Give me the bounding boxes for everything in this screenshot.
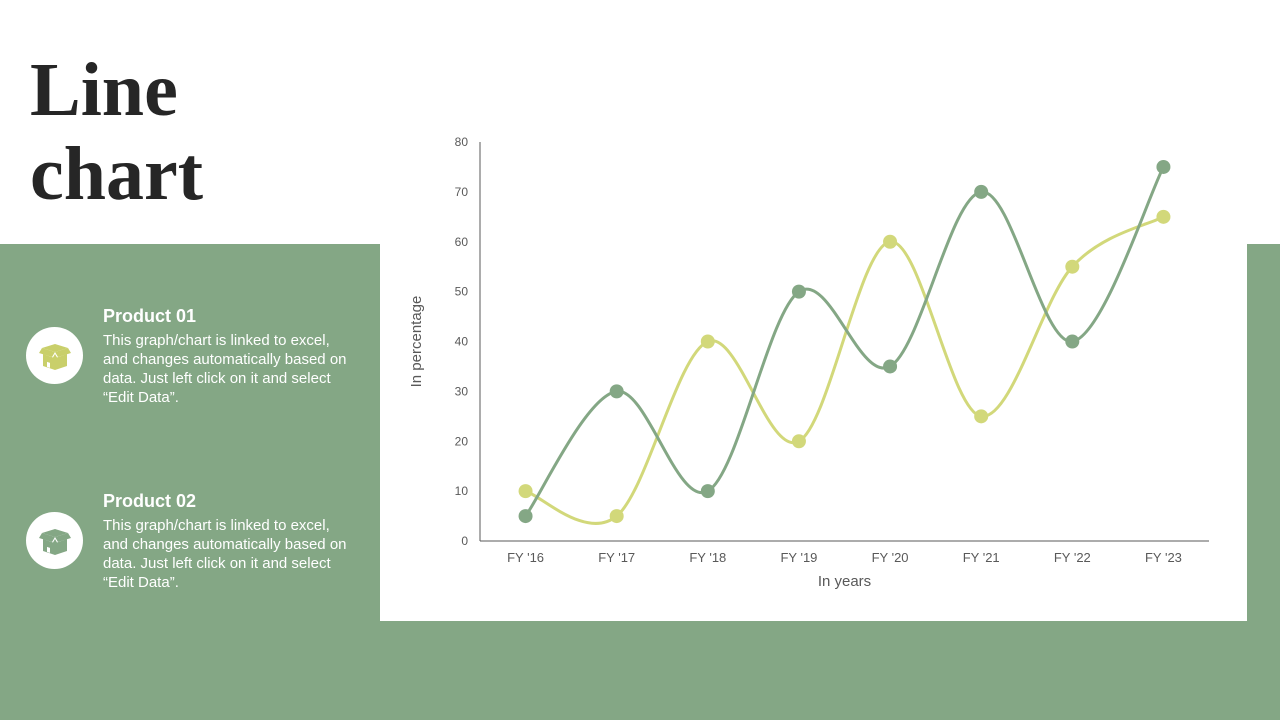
x-tick-label: FY '19 xyxy=(780,550,817,565)
line-chart[interactable]: 0 10 20 30 40 50 60 70 80 FY '16 FY '17 FY '18 FY '1… xyxy=(380,89,1247,621)
series-1-point xyxy=(518,509,533,524)
series-1-point xyxy=(974,184,989,199)
title-line-1: Line xyxy=(30,48,178,132)
series-2-point xyxy=(974,409,989,424)
y-tick-label: 60 xyxy=(455,235,469,249)
x-tick-label: FY '18 xyxy=(689,550,726,565)
y-tick-label: 50 xyxy=(455,285,469,299)
x-tick-label: FY '21 xyxy=(963,550,1000,565)
series-1-point xyxy=(1156,159,1171,174)
x-tick-label: FY '16 xyxy=(507,550,544,565)
y-tick-label: 0 xyxy=(461,534,468,548)
y-axis-title: In percentage xyxy=(408,296,425,388)
y-tick-label: 30 xyxy=(455,384,469,398)
page-title: Line chart xyxy=(30,48,203,216)
series-1-point xyxy=(883,359,898,374)
series-1-point xyxy=(609,384,624,399)
x-tick-label: FY '22 xyxy=(1054,550,1091,565)
series-2-point xyxy=(1065,259,1080,274)
x-tick-label: FY '17 xyxy=(598,550,635,565)
y-tick-label: 80 xyxy=(455,135,469,149)
y-tick-label: 20 xyxy=(455,434,469,448)
series-1-point xyxy=(700,484,715,499)
product-1-icon-badge xyxy=(26,327,83,384)
series-2-point xyxy=(791,434,806,449)
product-2-icon-badge xyxy=(26,512,83,569)
series-2-point xyxy=(609,509,624,524)
y-tick-label: 40 xyxy=(455,335,469,349)
x-axis-title: In years xyxy=(818,573,871,590)
series-2-point xyxy=(518,484,533,499)
x-tick-label: FY '20 xyxy=(872,550,909,565)
open-box-icon xyxy=(38,528,71,555)
product-1-description: This graph/chart is linked to excel, and… xyxy=(103,332,347,406)
series-2-point xyxy=(700,334,715,349)
series-1-line xyxy=(524,166,1165,517)
series-2-line xyxy=(525,215,1165,525)
series-2-point xyxy=(883,234,898,249)
series-2-point xyxy=(1156,209,1171,224)
product-2-heading: Product 02 xyxy=(103,491,197,511)
title-line-2: chart xyxy=(30,132,204,216)
product-1-heading: Product 01 xyxy=(103,306,197,326)
open-box-icon xyxy=(38,343,71,370)
product-2-description: This graph/chart is linked to excel, and… xyxy=(103,517,347,591)
series-1-point xyxy=(791,284,806,299)
y-tick-label: 10 xyxy=(455,484,469,498)
y-tick-label: 70 xyxy=(455,185,469,199)
x-tick-label: FY '23 xyxy=(1145,550,1182,565)
chart-card[interactable]: 0 10 20 30 40 50 60 70 80 FY '16 FY '17 FY '18 FY '1… xyxy=(380,89,1247,621)
series-1-point xyxy=(1065,334,1080,349)
